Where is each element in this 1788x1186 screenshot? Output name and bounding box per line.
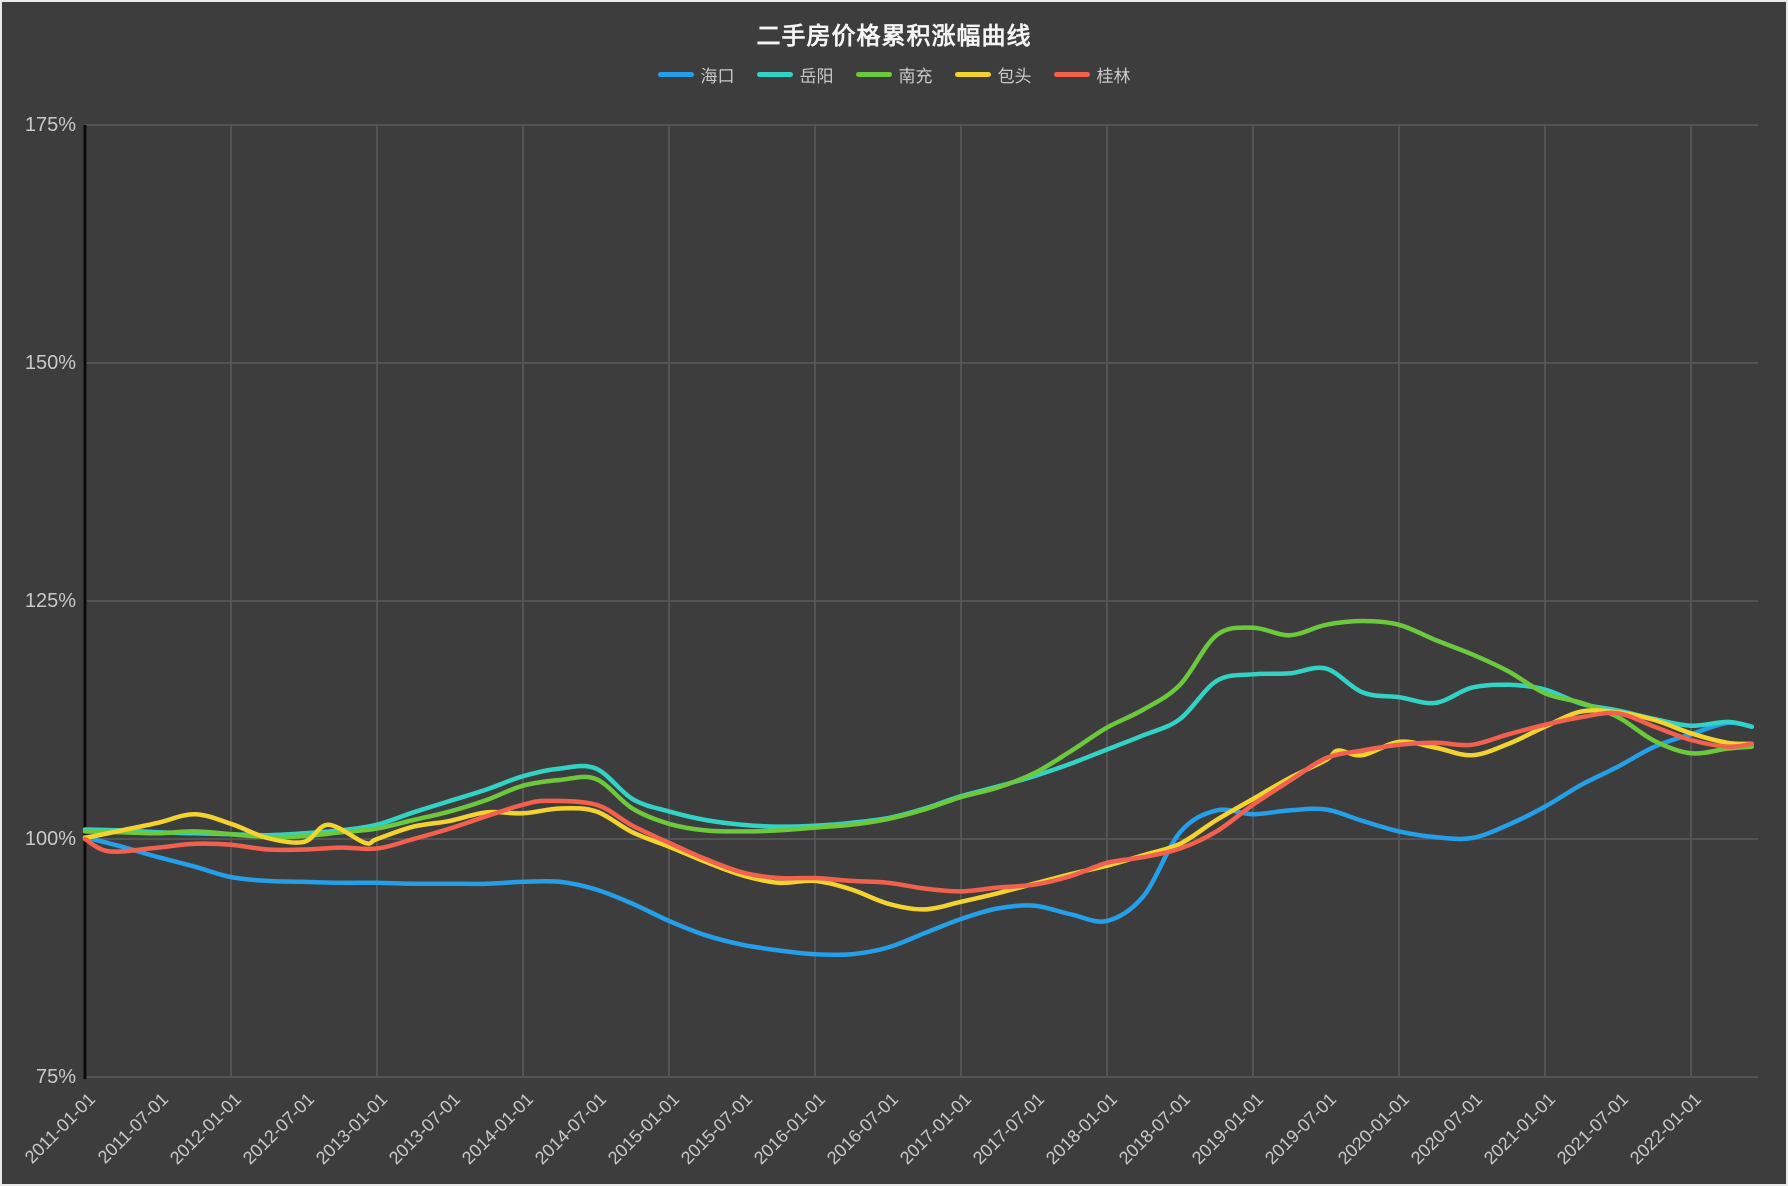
legend-item-包头[interactable]: 包头: [954, 62, 1032, 87]
legend-label: 海口: [700, 67, 735, 86]
legend-item-南充[interactable]: 南充: [855, 62, 933, 87]
series-line-桂林: [82, 710, 1755, 894]
legend-line-icon: [855, 72, 892, 77]
y-axis-label: 150%: [24, 352, 76, 374]
legend-line-icon: [756, 72, 793, 77]
legend: 海口 岳阳 南充 包头 桂林: [2, 62, 1786, 87]
legend-item-桂林[interactable]: 桂林: [1053, 62, 1131, 87]
series-line-包头: [82, 708, 1755, 912]
series-line-南充: [82, 618, 1755, 840]
legend-line-icon: [954, 72, 991, 77]
legend-label: 桂林: [1096, 67, 1131, 86]
legend-line-icon: [657, 72, 694, 77]
legend-label: 南充: [898, 67, 933, 86]
legend-label: 岳阳: [799, 67, 834, 86]
legend-label: 包头: [997, 67, 1032, 86]
legend-item-岳阳[interactable]: 岳阳: [756, 62, 834, 87]
y-axis-label: 125%: [24, 590, 76, 612]
series-line-海口: [82, 720, 1755, 958]
legend-line-icon: [1053, 72, 1090, 77]
y-axis-label: 75%: [35, 1066, 76, 1088]
chart-title: 二手房价格累积涨幅曲线: [756, 23, 1032, 50]
legend-item-海口[interactable]: 海口: [657, 62, 735, 87]
y-axis-label: 100%: [24, 828, 76, 850]
y-axis-label: 175%: [24, 114, 76, 136]
